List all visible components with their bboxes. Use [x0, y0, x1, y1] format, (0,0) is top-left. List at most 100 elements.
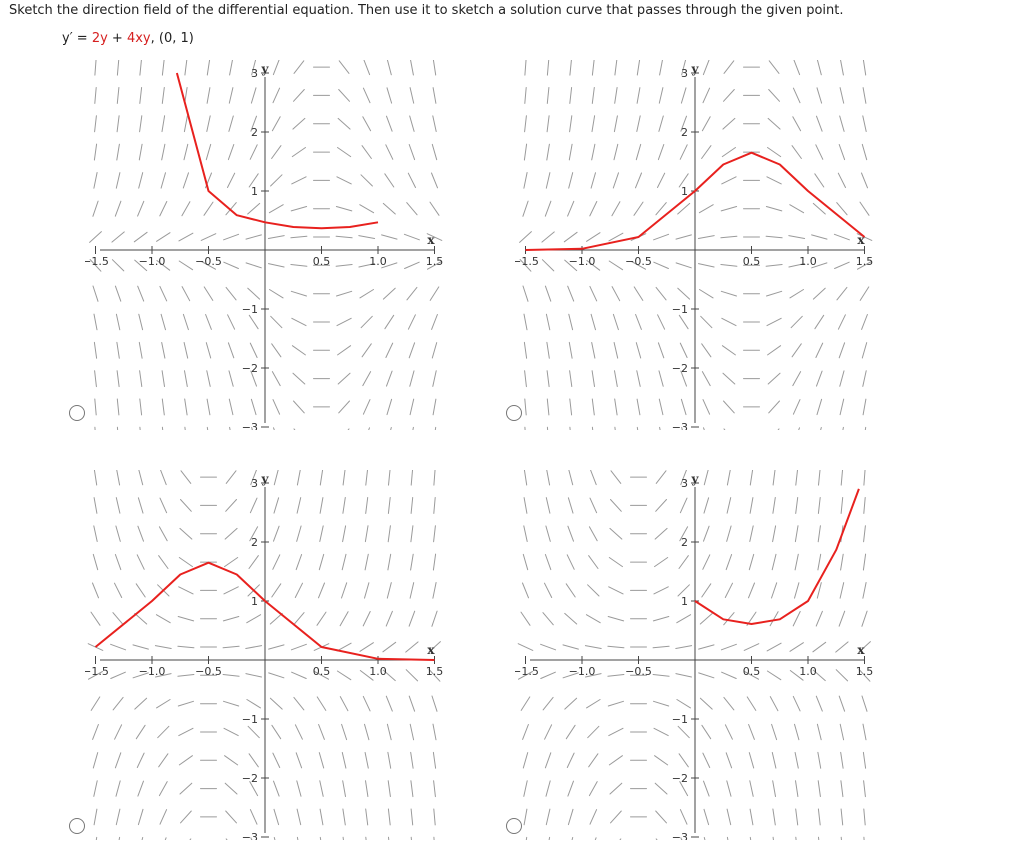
slope-segment [546, 370, 550, 388]
slope-segment [792, 87, 801, 104]
slope-segment [567, 285, 575, 302]
slope-segment [837, 314, 846, 330]
slope-segment [748, 752, 755, 769]
slope-segment [178, 557, 193, 568]
slope-segment [726, 525, 732, 542]
slope-segment [434, 426, 437, 430]
slope-segment [433, 836, 435, 840]
slope-segment [564, 697, 578, 710]
slope-segment [608, 755, 623, 766]
slope-segment [224, 782, 238, 795]
slope-segment [816, 723, 822, 741]
slope-segment [273, 470, 279, 486]
slope-segment [544, 724, 553, 740]
slope-segment [223, 727, 239, 737]
slope-segment [92, 582, 99, 599]
slope-segment [432, 87, 437, 104]
slope-segment [245, 262, 262, 269]
slope-segment [746, 696, 757, 711]
radio-option-d[interactable] [506, 818, 522, 834]
slope-segment [591, 143, 596, 161]
slope-segment [772, 780, 776, 797]
slope-segment [137, 285, 145, 302]
slope-segment [749, 497, 754, 514]
slope-segment [342, 525, 347, 543]
slope-segment [342, 808, 346, 826]
slope-segment [703, 525, 710, 542]
slope-segment [382, 641, 397, 653]
slope-segment [161, 143, 166, 161]
slope-segment [180, 499, 192, 512]
slope-segment [296, 780, 302, 797]
slope-field [89, 60, 443, 430]
slope-segment [790, 315, 803, 329]
x-tick-label: 0.5 [313, 255, 331, 268]
y-axis-label: y [691, 472, 700, 486]
slope-segment [409, 582, 415, 599]
slope-segment [139, 87, 143, 104]
slope-segment [858, 669, 871, 682]
slope-segment [228, 398, 234, 416]
slope-segment [268, 644, 285, 650]
slope-segment [725, 554, 733, 571]
slope-segment [158, 526, 168, 542]
slope-segment [223, 586, 239, 595]
slope-segment [836, 202, 848, 216]
slope-segment [723, 89, 735, 102]
slope-segment [608, 260, 624, 271]
slope-segment [594, 837, 597, 840]
slope-segment [818, 836, 820, 840]
radio-option-a[interactable] [69, 405, 85, 421]
slope-segment [433, 808, 436, 826]
slope-segment [724, 582, 733, 598]
slope-segment [546, 398, 550, 416]
slope-segment [272, 60, 280, 76]
slope-segment [290, 264, 308, 267]
slope-segment [839, 398, 845, 416]
slope-segment [657, 144, 665, 161]
slope-segment [677, 584, 690, 597]
radio-option-c[interactable] [69, 818, 85, 834]
slope-segment [94, 426, 96, 430]
slope-segment [769, 696, 779, 712]
slope-segment [388, 470, 391, 486]
slope-field [519, 60, 873, 430]
slope-segment [88, 671, 103, 680]
slope-segment [610, 470, 622, 484]
slope-segment [569, 398, 573, 416]
graph-option-d: −1.5 −1.0 −0.5 0.5 1.0 1.5 3 2 1 −1 −2 −3 x y [515, 470, 875, 840]
slope-segment [141, 837, 144, 840]
slope-segment [816, 87, 823, 104]
slope-segment [818, 470, 821, 486]
y-tick-label: −2 [672, 772, 688, 785]
slope-segment [203, 286, 214, 301]
y-tick-label: −1 [672, 303, 688, 316]
slope-segment [791, 145, 802, 159]
radio-option-b[interactable] [506, 405, 522, 421]
slope-segment [249, 342, 258, 358]
slope-segment [523, 143, 528, 161]
slope-segment [164, 837, 167, 840]
slope-segment [724, 724, 733, 740]
slope-segment [590, 313, 596, 331]
slope-segment [387, 808, 391, 826]
slope-segment [524, 426, 526, 430]
slope-segment [178, 727, 194, 737]
slope-segment [272, 752, 281, 768]
slope-segment [678, 555, 689, 569]
slope-segment [251, 60, 257, 76]
slope-segment [749, 525, 754, 542]
slope-segment [817, 808, 821, 826]
slope-segment [699, 697, 713, 710]
slope-segment [408, 610, 416, 627]
slope-segment [607, 616, 625, 622]
slope-segment [772, 836, 774, 840]
slope-segment [359, 289, 374, 299]
slope-segment [90, 611, 101, 626]
slope-segment [842, 426, 844, 430]
slope-segment [269, 612, 283, 625]
slope-segment [246, 699, 261, 709]
slope-segment [635, 143, 642, 161]
slope-segment [725, 752, 733, 769]
slope-segment [633, 286, 644, 301]
